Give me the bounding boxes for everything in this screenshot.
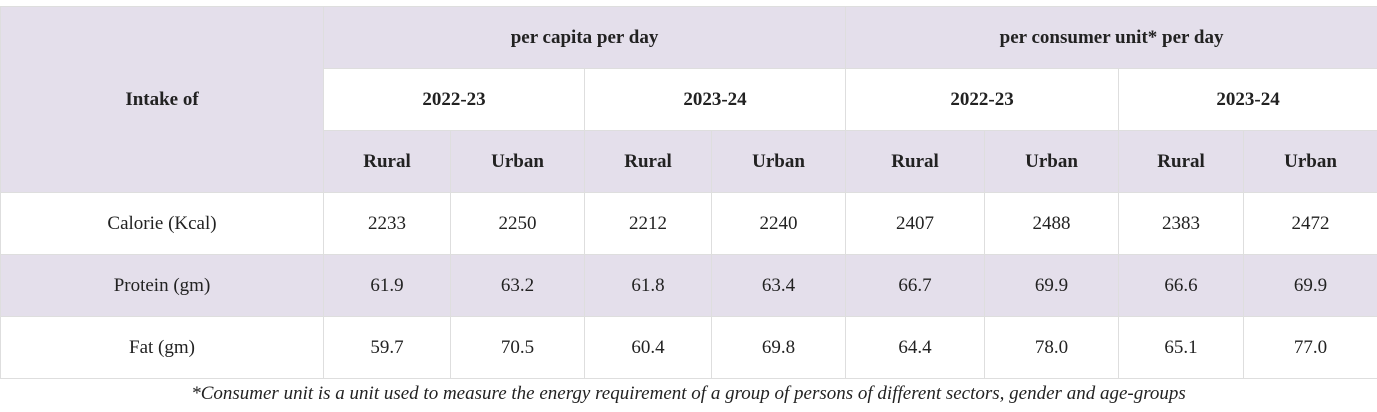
table-cell: 69.8 (710, 316, 847, 379)
table-cell: 61.9 (323, 254, 451, 317)
table-cell: 2472 (1243, 192, 1377, 255)
footnote: *Consumer unit is a unit used to measure… (191, 383, 1186, 404)
header-row-groups: Intake of per capita per day per consume… (0, 6, 1377, 193)
year-header: 2022-23 (323, 68, 585, 131)
sector-header: Rural (845, 130, 986, 193)
header-row-years: 2022-23 2023-24 2022-23 2023-24 (1, 68, 1377, 131)
year-header: 2023-24 (583, 68, 847, 131)
table-cell: 77.0 (1243, 316, 1377, 379)
table-cell: 2233 (323, 192, 451, 255)
year-header: 2022-23 (845, 68, 1120, 131)
corner-header: Intake of (0, 6, 324, 193)
group-header-per-capita: per capita per day (322, 6, 847, 69)
table-cell: 65.1 (1118, 316, 1245, 379)
table-row-fat: Fat (gm) 59.7 70.5 60.4 69.8 64.4 78.0 6… (0, 316, 1377, 379)
sector-header: Rural (584, 130, 712, 193)
table-cell: 63.4 (710, 254, 847, 317)
table-cell: 70.5 (450, 316, 585, 379)
row-label: Calorie (Kcal) (0, 192, 324, 255)
table-cell: 2383 (1118, 192, 1245, 255)
table-cell: 2250 (450, 192, 585, 255)
sector-header: Urban (710, 130, 847, 193)
group-header-per-consumer-unit: per consumer unit* per day (845, 6, 1377, 69)
row-label: Protein (gm) (0, 254, 324, 317)
table-row-calorie: Calorie (Kcal) 2233 2250 2212 2240 2407 … (0, 192, 1377, 255)
table-cell: 2407 (845, 192, 986, 255)
table-cell: 63.2 (450, 254, 585, 317)
row-label: Fat (gm) (0, 316, 324, 379)
table-cell: 69.9 (1243, 254, 1377, 317)
sector-header: Urban (984, 130, 1120, 193)
table-cell: 2240 (710, 192, 847, 255)
table-cell: 59.7 (323, 316, 451, 379)
table-cell: 2212 (584, 192, 712, 255)
table-cell: 64.4 (845, 316, 986, 379)
table-cell: 66.7 (845, 254, 986, 317)
table-row-protein: Protein (gm) 61.9 63.2 61.8 63.4 66.7 69… (0, 254, 1377, 317)
header-row-sectors: Rural Urban Rural Urban Rural Urban Rura… (1, 130, 1377, 193)
table-cell: 69.9 (984, 254, 1120, 317)
sector-header: Rural (1118, 130, 1245, 193)
table-cell: 78.0 (984, 316, 1120, 379)
sector-header: Urban (1243, 130, 1377, 193)
table-cell: 2488 (984, 192, 1120, 255)
table-cell: 60.4 (584, 316, 712, 379)
sector-header: Urban (450, 130, 585, 193)
table-cell: 61.8 (584, 254, 712, 317)
year-header: 2023-24 (1118, 68, 1377, 131)
table-cell: 66.6 (1118, 254, 1245, 317)
nutrient-intake-table: Intake of per capita per day per consume… (0, 6, 1377, 379)
sector-header: Rural (323, 130, 451, 193)
